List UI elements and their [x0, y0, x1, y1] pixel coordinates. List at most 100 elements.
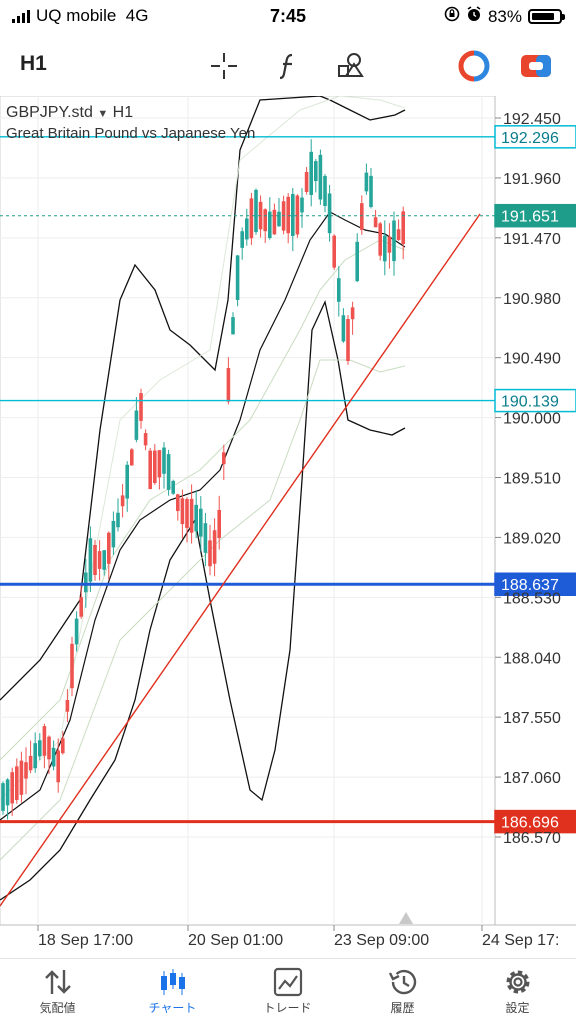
tab-history-label: 履歴 [390, 1001, 415, 1015]
time-label: 23 Sep 09:00 [334, 932, 429, 949]
price-level-label: 188.040 [503, 650, 561, 667]
status-bar: UQ mobile 4G 7:45 83% [0, 0, 576, 34]
current-price-tag-label: 191.651 [501, 209, 559, 226]
candle-body [272, 209, 277, 235]
candle-body [70, 643, 74, 689]
lower-band [0, 299, 406, 901]
candle-body [346, 319, 350, 361]
objects-icon[interactable] [334, 48, 370, 84]
crosshair-icon[interactable] [206, 48, 242, 84]
price-level-label: 186.570 [503, 830, 561, 847]
candle-body [254, 189, 258, 233]
history-icon [345, 965, 460, 999]
candle-body [102, 550, 106, 570]
alarm-icon [466, 6, 482, 27]
candle-body [10, 772, 14, 804]
tab-chart-label: チャート [148, 1001, 197, 1015]
time-label: 18 Sep 17:00 [38, 932, 133, 949]
candle-body [401, 211, 405, 245]
candle-body [56, 750, 60, 783]
candle-body [295, 195, 300, 235]
trade-panel-icon[interactable] [518, 48, 554, 84]
candle-body [38, 740, 42, 757]
tab-history[interactable]: 履歴 [345, 959, 460, 1025]
resistance-level-tag-label: 192.296 [501, 130, 559, 147]
candle-body [116, 512, 120, 528]
chart-icon [115, 965, 230, 999]
candle-body [162, 447, 166, 474]
indicators-icon[interactable] [270, 48, 306, 84]
candle-body [33, 743, 37, 769]
candle-body [231, 317, 235, 335]
candle-body [249, 198, 254, 239]
candle-body [222, 452, 226, 465]
network-type: 4G [125, 6, 149, 25]
battery-fill [532, 13, 554, 20]
tab-trade[interactable]: トレード [230, 959, 345, 1025]
symbol-header: GBPJPY.std ▼ H1 Great Britain Pound vs J… [6, 104, 255, 142]
carrier-info: UQ mobile 4G [12, 6, 148, 26]
tab-quotes[interactable]: 気配値 [0, 959, 115, 1025]
candle-body [148, 450, 152, 490]
symbol-timeframe: H1 [112, 104, 134, 121]
support-level-tag [494, 388, 576, 413]
red-level-tag [494, 809, 576, 834]
battery-icon [528, 9, 565, 24]
candle-body [309, 151, 313, 195]
candle-body [84, 572, 88, 593]
candle-body [208, 540, 212, 567]
clock: 7:45 [269, 6, 307, 26]
candle-body [111, 520, 116, 548]
candle-body [61, 738, 65, 754]
middle-band [0, 211, 406, 821]
chart-shift-marker [399, 912, 413, 924]
candle-body [332, 235, 336, 268]
candle-body [120, 495, 125, 507]
quotes-icon [0, 965, 115, 999]
candle-body [245, 218, 249, 240]
candle-body [304, 172, 309, 192]
price-chart[interactable]: 192.296 191.651 190.139 188.637 186.696 192.… [0, 96, 576, 958]
candle-body [47, 736, 51, 760]
candle-body [199, 508, 203, 537]
settings-icon [460, 965, 575, 999]
tab-chart[interactable]: チャート [115, 959, 230, 1025]
candle-body [364, 172, 369, 192]
candle-body [327, 193, 332, 234]
signal-icon [12, 9, 30, 23]
candle-body [65, 700, 70, 712]
inner-band-lower [0, 359, 406, 861]
carrier-name: UQ mobile [36, 6, 117, 25]
candle-body [157, 450, 162, 478]
red-level-tag-label: 186.696 [501, 815, 559, 832]
candle-body [286, 196, 290, 234]
one-click-trading-icon[interactable] [456, 48, 492, 84]
tab-settings[interactable]: 設定 [460, 959, 575, 1025]
bottom-tab-bar: 気配値 チャート トレード 履歴 設定 [0, 958, 576, 1025]
candle-body [360, 203, 364, 230]
candle-body [97, 551, 102, 569]
price-level-label: 190.000 [503, 411, 561, 428]
symbol-dropdown-icon[interactable]: ▼ [97, 108, 109, 120]
candle-body [217, 509, 221, 539]
candle-body [51, 747, 56, 767]
tab-trade-label: トレード [263, 1001, 312, 1015]
candle-body [369, 175, 373, 207]
candle-body [28, 755, 33, 771]
candle-body [268, 211, 272, 239]
candle-body [277, 211, 281, 227]
candle-body [125, 464, 129, 499]
timeframe-button[interactable]: H1 [20, 52, 47, 75]
candle-body [392, 220, 396, 262]
candle-body [378, 223, 382, 256]
candle-body [373, 217, 378, 228]
candle-body [5, 779, 10, 806]
price-level-label: 190.490 [503, 351, 561, 368]
tab-settings-label: 設定 [505, 1001, 530, 1015]
candle-body [74, 618, 79, 645]
candle-body [139, 393, 143, 421]
status-right: 83% [444, 6, 565, 27]
candle-body [42, 726, 47, 756]
candle-body [107, 532, 111, 564]
upper-band [0, 96, 406, 701]
